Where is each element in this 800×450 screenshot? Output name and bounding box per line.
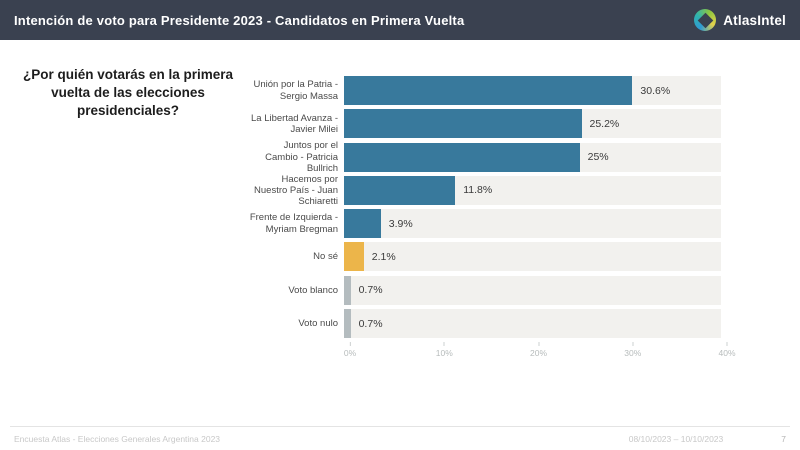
chart-row: Hacemos por Nuestro País - Juan Schiaretti…	[246, 173, 727, 207]
category-label: Unión por la Patria - Sergio Massa	[253, 79, 338, 102]
tick-mark	[537, 342, 539, 347]
tick-mark	[443, 342, 445, 347]
x-axis-tick: 30%	[624, 342, 641, 358]
bar	[344, 209, 381, 239]
footer-date-range: 08/10/2023 – 10/10/2023	[628, 433, 724, 444]
bar-track: 11.8%	[344, 175, 721, 205]
bar	[344, 309, 351, 339]
chart-row: Frente de Izquierda - Myriam Bregman 3.9%	[246, 209, 727, 239]
tick-mark	[632, 342, 634, 347]
footer-right: 08/10/2023 – 10/10/2023 7	[629, 434, 786, 444]
category-label: La Libertad Avanza - Javier Milei	[251, 112, 338, 135]
bar-track: 2.1%	[344, 242, 721, 272]
footer-source: Encuesta Atlas - Elecciones Generales Ar…	[14, 433, 221, 444]
bar-track: 0.7%	[344, 309, 721, 339]
bar-track: 25.2%	[344, 109, 721, 139]
bar	[344, 242, 364, 272]
chart-row: Juntos por el Cambio - Patricia Bullrich 25…	[246, 140, 727, 174]
bar-chart: Unión por la Patria - Sergio Massa 30.6% La…	[246, 76, 736, 360]
logo-diamond-shape	[697, 12, 714, 28]
value-label: 3.9%	[388, 217, 413, 230]
value-label: 0.7%	[358, 317, 383, 330]
tick-label: 40%	[718, 348, 736, 359]
bar-track: 0.7%	[344, 275, 721, 305]
atlasintel-logo-icon	[694, 9, 717, 31]
chart-row: Voto blanco 0.7%	[246, 275, 727, 305]
value-label: 30.6%	[640, 84, 671, 97]
category-label: Hacemos por Nuestro País - Juan Schiaretti	[254, 173, 338, 207]
bar	[344, 76, 633, 105]
value-label: 25.2%	[589, 117, 620, 130]
tick-label: 20%	[529, 348, 548, 359]
chart-rows: Unión por la Patria - Sergio Massa 30.6% La…	[246, 76, 727, 339]
category-label: Frente de Izquierda - Myriam Bregman	[249, 212, 338, 235]
bar-track: 25%	[344, 142, 721, 172]
atlasintel-logo-text: AtlasIntel	[723, 12, 786, 28]
tick-label: 30%	[624, 348, 642, 359]
category-label: No sé	[313, 251, 338, 263]
bar-track: 30.6%	[344, 76, 721, 105]
tick-mark	[349, 342, 351, 347]
tick-label: 0%	[343, 348, 357, 359]
bar	[344, 142, 580, 172]
chart-row: No sé 2.1%	[246, 242, 727, 272]
x-axis-tick: 0%	[344, 342, 356, 358]
x-axis: 0% 10% 20% 30% 40%	[344, 342, 736, 360]
chart-row: La Libertad Avanza - Javier Milei 25.2%	[246, 109, 727, 139]
atlasintel-logo: AtlasIntel	[694, 9, 786, 31]
x-axis-tick: 40%	[718, 342, 736, 359]
value-label: 11.8%	[463, 184, 493, 197]
value-label: 0.7%	[358, 284, 383, 297]
slide-title: Intención de voto para Presidente 2023 -…	[14, 12, 465, 28]
value-label: 2.1%	[371, 250, 396, 263]
question-text: ¿Por quién votarás en la primera vuelta …	[22, 67, 234, 119]
bar	[344, 109, 582, 139]
value-label: 25%	[587, 151, 609, 164]
footer: Encuesta Atlas - Elecciones Generales Ar…	[0, 427, 800, 450]
x-axis-tick: 20%	[530, 342, 547, 358]
category-label: Voto blanco	[288, 284, 338, 296]
category-label: Voto nulo	[298, 317, 338, 329]
bar	[344, 175, 456, 205]
page-number: 7	[781, 433, 786, 444]
header-bar: Intención de voto para Presidente 2023 -…	[0, 0, 800, 40]
footer-divider	[10, 426, 790, 427]
tick-mark	[726, 342, 728, 347]
chart-row: Unión por la Patria - Sergio Massa 30.6%	[246, 76, 727, 105]
tick-label: 10%	[435, 348, 453, 359]
bar	[344, 275, 351, 305]
bar-track: 3.9%	[344, 209, 721, 239]
category-label: Juntos por el Cambio - Patricia Bullrich	[265, 140, 338, 174]
x-axis-tick: 10%	[436, 342, 453, 358]
chart-row: Voto nulo 0.7%	[246, 309, 727, 339]
